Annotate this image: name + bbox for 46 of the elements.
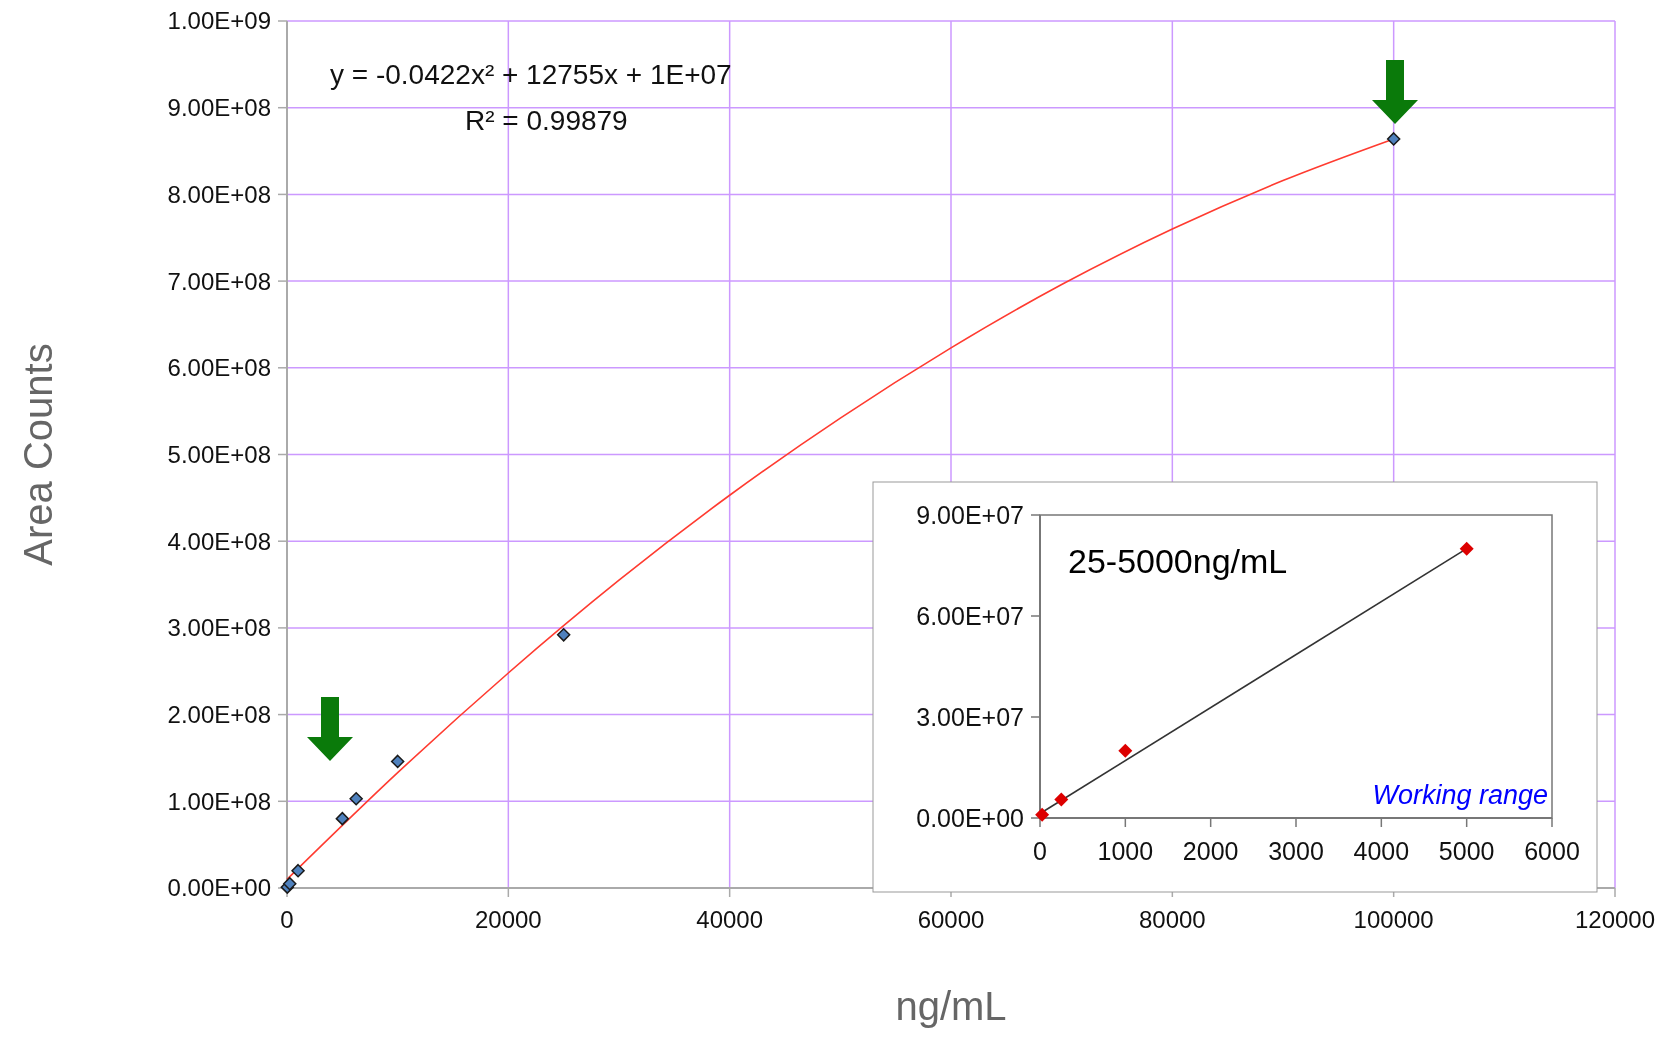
point [1386, 132, 1401, 146]
x-tick-label: 3000 [1268, 837, 1324, 865]
y-tick-label: 5.00E+08 [167, 440, 271, 468]
x-tick-label: 120000 [1574, 906, 1656, 933]
y-tick-label: 0.00E+00 [916, 803, 1024, 832]
x-tick-label: 6000 [1524, 837, 1580, 865]
x-tick-label: 100000 [1353, 906, 1434, 933]
y-tick-label: 6.00E+08 [167, 354, 271, 382]
x-tick-label: 1000 [1097, 837, 1154, 865]
x-tick-label: 4000 [1353, 837, 1410, 865]
point [1118, 743, 1133, 758]
point [1035, 807, 1050, 822]
y-tick-label: 1.00E+08 [167, 787, 271, 815]
x-tick-label: 0 [1033, 837, 1047, 865]
y-tick-label: 6.00E+07 [916, 601, 1024, 630]
x-tick-label: 60000 [917, 906, 985, 933]
x-tick-label: 0 [280, 906, 294, 933]
y-tick-label: 3.00E+07 [916, 702, 1024, 731]
point [556, 628, 571, 642]
annotation: R² = 0.99879 [465, 105, 628, 136]
annotation: Working range [1372, 780, 1548, 810]
y-tick-label: 2.00E+08 [167, 701, 271, 728]
y-tick-label: 9.00E+07 [916, 500, 1024, 529]
y-tick-label: 1.00E+09 [167, 7, 271, 35]
x-tick-label: 40000 [696, 906, 764, 933]
annotation: y = -0.0422x² + 12755x + 1E+07 [330, 59, 732, 90]
x-tick-label: 20000 [474, 906, 542, 933]
x-tick-label: 80000 [1138, 906, 1206, 933]
point [1054, 792, 1069, 807]
y-tick-label: 8.00E+08 [167, 180, 271, 208]
point [1459, 541, 1474, 556]
y-tick-label: 0.00E+00 [167, 874, 271, 902]
y-tick-label: 3.00E+08 [167, 614, 271, 642]
point [390, 754, 405, 769]
x-axis-title: ng/mL [895, 984, 1007, 1028]
y-tick-label: 4.00E+08 [167, 527, 271, 555]
point [283, 876, 297, 891]
x-tick-label: 2000 [1182, 837, 1239, 865]
y-axis-title: Area Counts [16, 343, 60, 566]
point [349, 791, 363, 806]
point [335, 811, 350, 826]
point [291, 863, 305, 878]
y-tick-label: 9.00E+08 [167, 94, 271, 122]
y-tick-label: 7.00E+08 [167, 267, 271, 295]
annotation: 25-5000ng/mL [1068, 542, 1288, 580]
x-tick-label: 5000 [1438, 837, 1495, 865]
